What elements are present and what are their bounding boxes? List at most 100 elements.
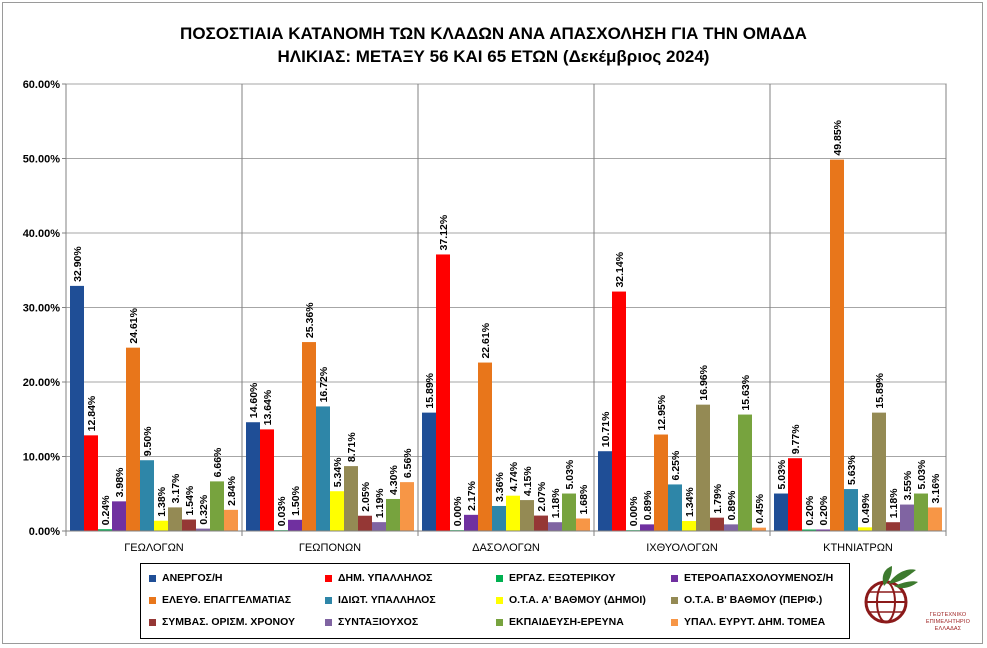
data-label: 1.50% [290, 485, 302, 515]
bar [506, 495, 520, 531]
bar [436, 254, 450, 531]
bar [182, 519, 196, 531]
bar [858, 527, 872, 531]
bar [84, 435, 98, 531]
data-label: 4.74% [508, 461, 520, 491]
bar [210, 481, 224, 531]
data-label: 8.71% [346, 432, 358, 462]
bar [344, 466, 358, 531]
legend-swatch [325, 574, 332, 582]
y-tick-label: 40.00% [23, 228, 61, 240]
bar [358, 515, 372, 531]
bar [900, 504, 914, 531]
leaf-2-icon [882, 566, 892, 586]
bar [914, 493, 928, 531]
y-tick-label: 0.00% [29, 526, 60, 538]
data-label: 3.98% [114, 467, 126, 497]
legend-label: Ο.Τ.Α. Α' ΒΑΘΜΟΥ (ΔΗΜΟΙ) [509, 594, 646, 606]
data-label: 6.66% [212, 447, 224, 477]
data-label: 1.34% [684, 487, 696, 517]
legend-item: ΔΗΜ. ΥΠΑΛΛΗΛΟΣ [325, 570, 432, 586]
data-label: 0.20% [804, 495, 816, 525]
data-label: 2.84% [226, 475, 238, 505]
data-label: 2.17% [466, 480, 478, 510]
bar [774, 493, 788, 531]
legend-label: ΙΔΙΩΤ. ΥΠΑΛΛΗΛΟΣ [338, 594, 436, 606]
data-label: 0.00% [628, 496, 640, 526]
x-category-label: ΚΤΗΝΙΑΤΡΩΝ [823, 542, 893, 554]
bar [316, 406, 330, 531]
data-label: 24.61% [128, 307, 140, 343]
data-label: 6.56% [402, 448, 414, 478]
bar [478, 362, 492, 531]
data-label: 9.50% [142, 426, 154, 456]
bar [562, 493, 576, 531]
legend-label: ΣΥΜΒΑΣ. ΟΡΙΣΜ. ΧΡΟΝΟΥ [162, 616, 295, 628]
data-label: 22.61% [480, 322, 492, 358]
data-label: 25.36% [304, 302, 316, 338]
x-category-label: ΓΕΩΠΟΝΩΝ [299, 542, 361, 554]
data-label: 13.64% [262, 389, 274, 425]
legend-swatch [325, 596, 332, 604]
chart-title-line-2: ΗΛΙΚΙΑΣ: ΜΕΤΑΞΥ 56 ΚΑΙ 65 ΕΤΩΝ (Δεκέμβρι… [277, 47, 710, 66]
legend-label: ΥΠΑΛ. ΕΥΡΥΤ. ΔΗΜ. ΤΟΜΕΑ [684, 616, 826, 628]
bar [738, 414, 752, 531]
logo-text-line-2: ΕΠΙΜΕΛΗΤΗΡΙΟ [925, 619, 971, 625]
legend-item: ΣΥΝΤΑΞΙΟΥΧΟΣ [325, 614, 418, 630]
bar [464, 514, 478, 531]
bar [598, 451, 612, 531]
data-label: 0.24% [100, 495, 112, 525]
bar [534, 515, 548, 531]
bar [654, 434, 668, 531]
logo-text-line-1: ΓΕΩΤΕΧΝΙΚΟ [929, 612, 967, 618]
bar [154, 520, 168, 531]
legend-swatch [671, 618, 678, 626]
data-label: 9.77% [790, 424, 802, 454]
legend-swatch [325, 618, 332, 626]
data-label: 3.16% [930, 473, 942, 503]
data-label: 0.03% [276, 496, 288, 526]
data-label: 5.03% [564, 459, 576, 489]
bar [422, 412, 436, 531]
data-label: 0.20% [818, 495, 830, 525]
bar [682, 521, 696, 531]
data-label: 5.34% [332, 457, 344, 487]
bar [612, 291, 626, 531]
data-label: 1.38% [156, 486, 168, 516]
legend-label: ΕΡΓΑΖ. ΕΞΩΤΕΡΙΚΟΥ [509, 572, 616, 584]
data-label: 32.14% [614, 251, 626, 287]
legend-item: ΙΔΙΩΤ. ΥΠΑΛΛΗΛΟΣ [325, 592, 436, 608]
data-label: 0.89% [726, 490, 738, 520]
bar [576, 518, 590, 531]
legend-swatch [496, 618, 503, 626]
bar [548, 522, 562, 531]
bar [224, 509, 238, 531]
y-tick-label: 50.00% [23, 154, 61, 166]
data-label: 1.79% [712, 483, 724, 513]
data-label: 1.68% [578, 484, 590, 514]
data-label: 1.54% [184, 485, 196, 515]
bar [520, 500, 534, 531]
legend-swatch [149, 618, 156, 626]
legend-swatch [671, 574, 678, 582]
data-label: 1.19% [374, 488, 386, 518]
logo-text-line-3: ΕΛΛΑΔΑΣ [934, 626, 962, 632]
legend-label: ΔΗΜ. ΥΠΑΛΛΗΛΟΣ [338, 572, 433, 584]
legend-label: ΣΥΝΤΑΞΙΟΥΧΟΣ [338, 616, 419, 628]
data-label: 4.30% [388, 465, 400, 495]
bar [260, 429, 274, 531]
bar [640, 524, 654, 531]
legend-item: ΕΚΠΑΙΔΕΥΣΗ-ΕΡΕΥΝΑ [496, 614, 624, 630]
y-tick-label: 60.00% [23, 79, 61, 91]
bar [696, 404, 710, 531]
legend-label: Ο.Τ.Α. Β' ΒΑΘΜΟΥ (ΠΕΡΙΦ.) [684, 594, 823, 606]
data-label: 2.05% [360, 481, 372, 511]
legend-item: ΕΤΕΡΟΑΠΑΣΧΟΛΟΥΜΕΝΟΣ/Η [671, 570, 833, 586]
y-tick-label: 20.00% [23, 377, 61, 389]
bar [400, 482, 414, 531]
bar [302, 342, 316, 531]
legend: ΑΝΕΡΓΟΣ/Η ΔΗΜ. ΥΠΑΛΛΗΛΟΣ ΕΡΓΑΖ. ΕΞΩΤΕΡΙΚΟΥ… [140, 563, 850, 639]
data-label: 15.89% [874, 372, 886, 408]
bar [126, 347, 140, 531]
bar [492, 505, 506, 531]
